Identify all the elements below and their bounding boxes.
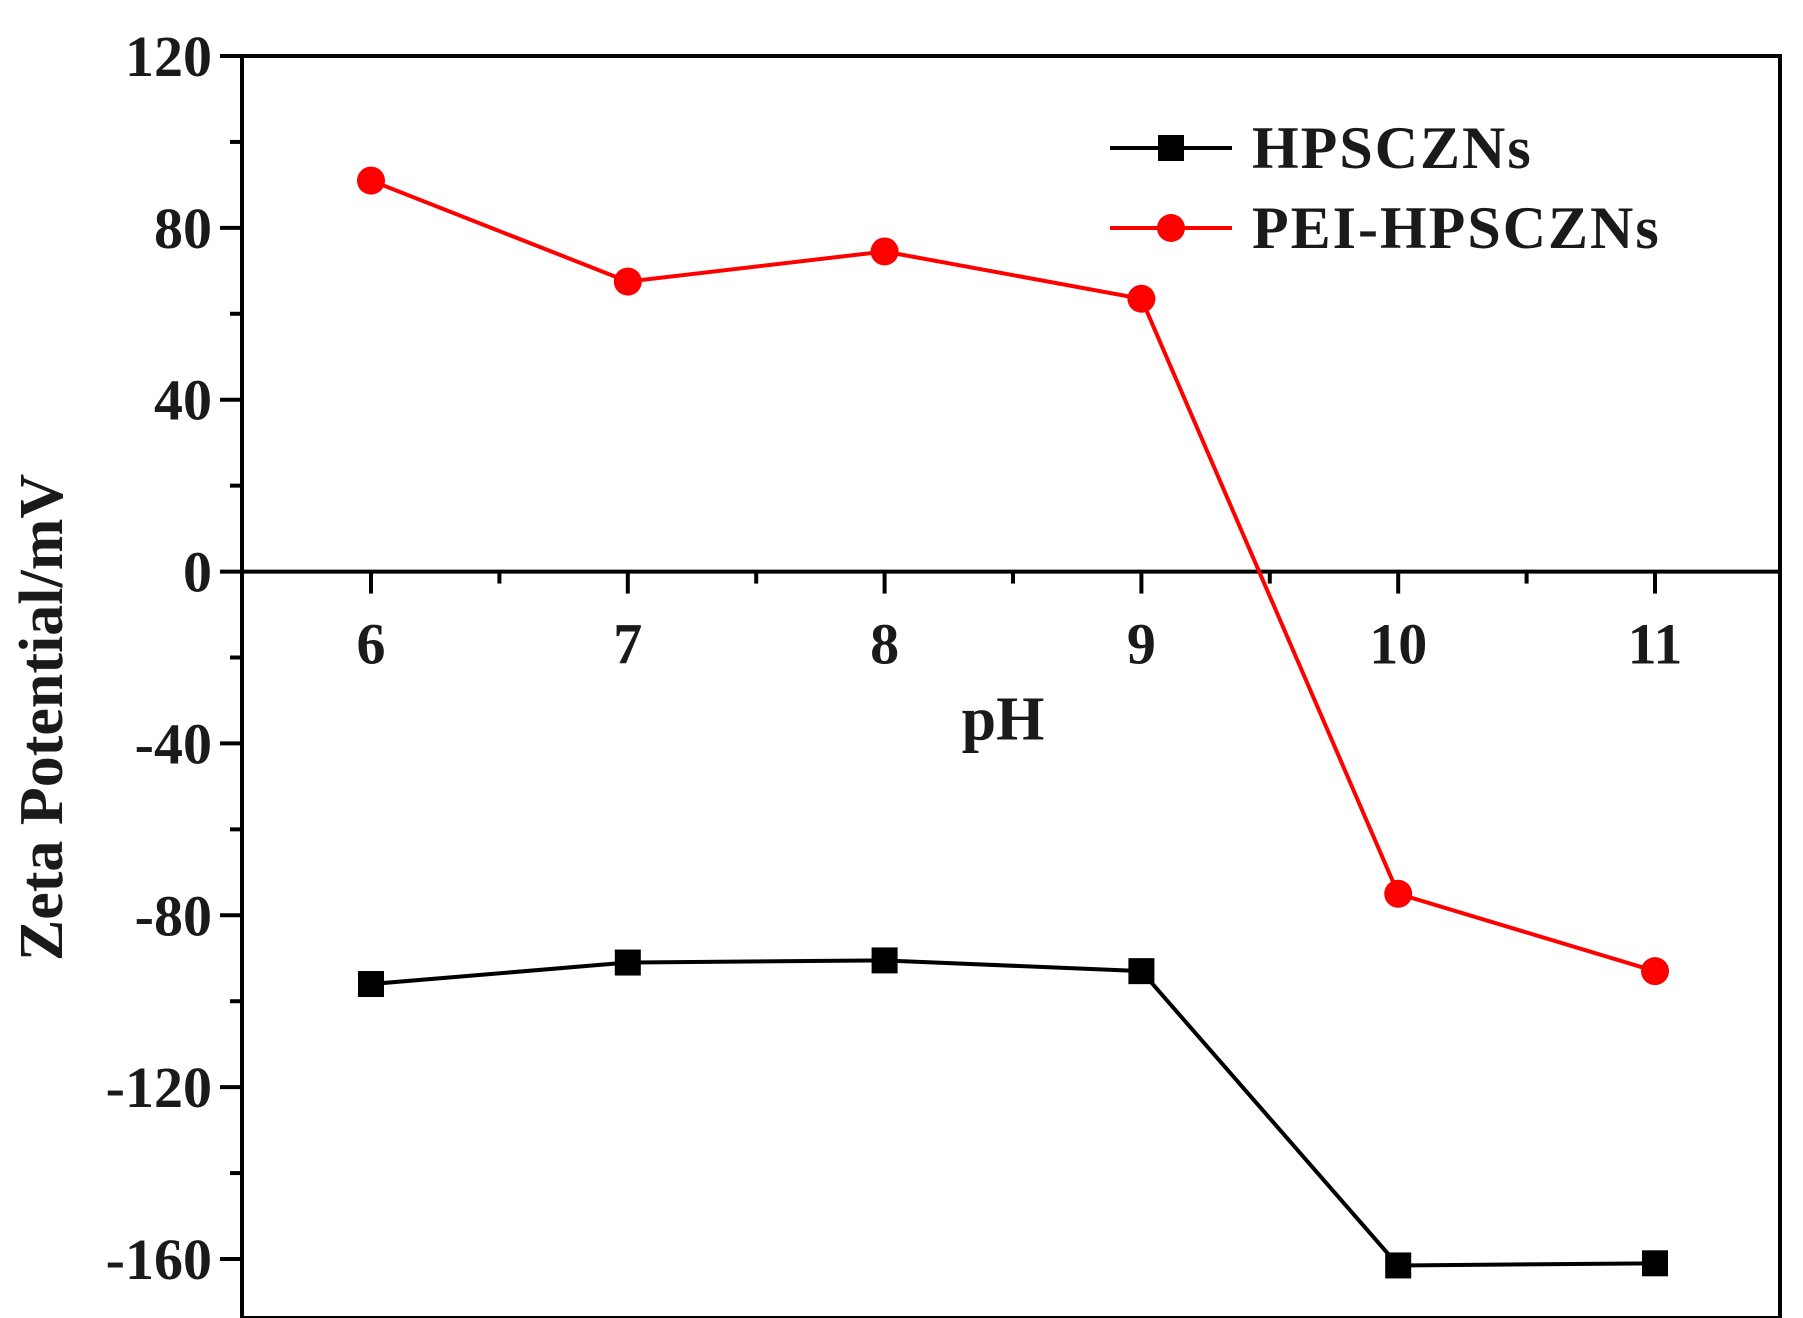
legend-label: HPSCZNs: [1252, 115, 1533, 181]
data-point: [1128, 958, 1155, 985]
data-point: [1384, 879, 1413, 908]
x-tick-label: 9: [1127, 612, 1156, 677]
y-tick-label: 0: [183, 540, 212, 605]
series-line: [370, 178, 1656, 974]
data-point: [614, 949, 641, 976]
data-point: [870, 237, 899, 266]
y-tick-label: -40: [135, 711, 212, 776]
plot-frame: [240, 54, 1782, 1318]
data-point: [357, 166, 385, 195]
series-line: [370, 958, 1656, 1268]
data-point: [1385, 1252, 1412, 1279]
x-tick-label: 7: [613, 612, 642, 677]
x-tick-label: 8: [870, 612, 899, 677]
x-axis-zero-line: 6 7 8 9 10 11: [242, 569, 1780, 677]
data-point: [358, 971, 384, 998]
legend-marker: [1157, 214, 1185, 242]
series-hpsczns: [358, 947, 1668, 1279]
data-point: [1127, 284, 1156, 313]
y-tick-label: 120: [125, 24, 212, 89]
y-axis-title: Zeta Potential/mV: [8, 474, 76, 962]
legend-item: PEI-HPSCZNs: [1110, 195, 1661, 261]
y-tick-label: -120: [106, 1055, 212, 1120]
legend-label: PEI-HPSCZNs: [1252, 195, 1661, 261]
legend-marker: [1158, 135, 1184, 161]
data-point: [871, 947, 898, 974]
y-tick-label: 80: [154, 196, 212, 261]
data-point: [613, 267, 642, 296]
x-tick-label: 11: [1628, 612, 1683, 677]
x-tick-label: 6: [357, 612, 386, 677]
y-tick-label: -160: [106, 1227, 212, 1292]
data-point: [1641, 957, 1669, 986]
series-layer: [357, 166, 1669, 1279]
y-tick-label: -80: [135, 883, 212, 948]
series-pei-hpsczns: [357, 166, 1669, 986]
x-tick-label: 10: [1369, 612, 1427, 677]
y-axis-ticks: 120 80 40 0 -40 -80 -120 -160: [106, 24, 242, 1292]
legend-item: HPSCZNs: [1110, 115, 1533, 181]
data-point: [1642, 1250, 1668, 1277]
x-axis-title: pH: [962, 686, 1045, 754]
y-tick-label: 40: [154, 368, 212, 433]
legend: HPSCZNs PEI-HPSCZNs: [1110, 115, 1661, 261]
